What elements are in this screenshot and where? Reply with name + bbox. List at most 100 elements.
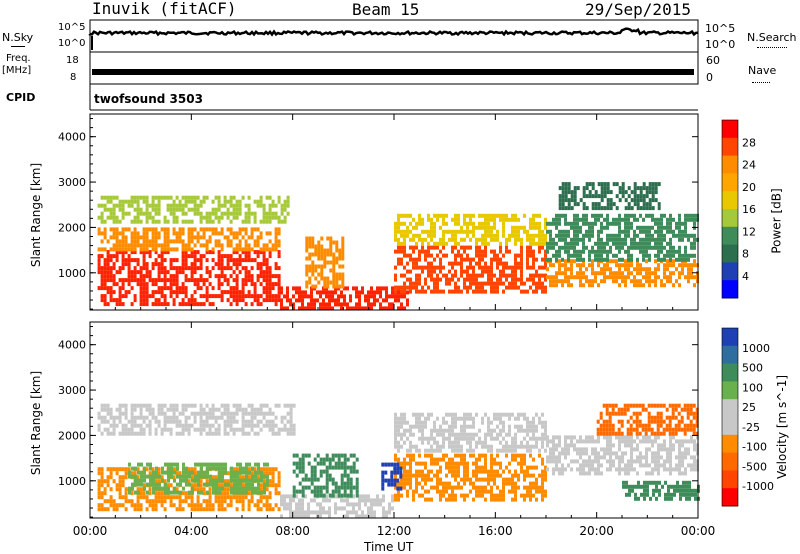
data-cell xyxy=(570,467,573,472)
data-cell xyxy=(103,419,107,424)
data-cell xyxy=(238,243,242,248)
data-cell xyxy=(232,415,236,420)
data-cell xyxy=(394,265,397,270)
data-cell xyxy=(394,497,397,502)
data-cell xyxy=(549,447,552,452)
data-cell xyxy=(247,467,251,472)
data-cell xyxy=(160,243,164,248)
data-cell xyxy=(187,247,191,252)
data-cell xyxy=(100,471,104,476)
data-cell xyxy=(190,411,194,416)
data-cell xyxy=(289,423,293,428)
data-cell xyxy=(154,250,158,255)
data-cell xyxy=(256,250,260,255)
data-cell xyxy=(124,199,128,204)
data-cell xyxy=(526,485,529,490)
data-cell xyxy=(151,219,155,224)
data-cell xyxy=(256,411,260,416)
data-cell xyxy=(433,233,436,238)
data-cell xyxy=(606,213,609,218)
data-cell xyxy=(277,195,281,200)
data-cell xyxy=(325,477,329,482)
data-cell xyxy=(148,211,152,216)
data-cell xyxy=(352,306,355,311)
data-cell xyxy=(564,221,567,226)
data-cell xyxy=(514,497,517,502)
data-cell xyxy=(508,481,511,486)
data-cell xyxy=(208,507,212,512)
data-cell xyxy=(514,269,517,274)
data-cell xyxy=(436,448,439,453)
data-cell xyxy=(232,419,236,424)
data-cell xyxy=(112,231,116,236)
data-cell xyxy=(484,412,487,417)
data-cell xyxy=(239,490,242,495)
data-cell xyxy=(454,281,457,286)
data-cell xyxy=(394,424,397,429)
data-cell xyxy=(654,279,657,284)
data-cell xyxy=(346,473,350,478)
data-cell xyxy=(118,419,122,424)
data-cell xyxy=(415,477,418,482)
data-cell xyxy=(436,473,439,478)
data-cell xyxy=(109,235,113,240)
data-cell xyxy=(145,286,149,291)
data-cell xyxy=(109,207,113,212)
data-cell xyxy=(573,213,576,218)
data-cell xyxy=(496,424,499,429)
data-cell xyxy=(232,250,236,255)
data-cell xyxy=(121,211,125,216)
data-cell xyxy=(657,233,660,238)
data-cell xyxy=(693,283,696,288)
data-cell xyxy=(190,499,194,504)
data-cell xyxy=(376,502,379,507)
data-cell xyxy=(193,254,197,259)
data-cell xyxy=(403,481,406,486)
data-cell xyxy=(505,273,508,278)
data-cell xyxy=(202,411,206,416)
data-cell xyxy=(196,499,200,504)
data-cell xyxy=(235,262,239,267)
data-cell xyxy=(307,485,311,490)
data-cell xyxy=(214,215,218,220)
data-cell xyxy=(484,241,487,246)
data-cell xyxy=(257,470,260,475)
data-cell xyxy=(277,475,281,480)
data-cell xyxy=(271,483,275,488)
data-cell xyxy=(567,233,570,238)
data-cell xyxy=(463,469,466,474)
data-cell xyxy=(445,412,448,417)
data-cell xyxy=(421,265,424,270)
data-cell xyxy=(277,243,281,248)
data-cell xyxy=(103,231,107,236)
data-cell xyxy=(232,211,236,216)
data-cell xyxy=(427,440,430,445)
data-cell xyxy=(229,495,233,500)
data-cell xyxy=(463,420,466,425)
colorbar-swatch xyxy=(722,209,738,228)
data-cell xyxy=(669,213,672,218)
data-cell xyxy=(549,241,552,246)
data-cell xyxy=(424,489,427,494)
data-cell xyxy=(247,247,251,252)
data-cell xyxy=(124,294,128,299)
data-cell xyxy=(127,270,131,275)
data-cell xyxy=(576,202,580,207)
data-cell xyxy=(134,474,137,479)
data-cell xyxy=(169,503,173,508)
data-cell xyxy=(136,262,140,267)
data-cell xyxy=(142,258,146,263)
data-cell xyxy=(526,448,529,453)
data-cell xyxy=(151,262,155,267)
data-cell xyxy=(142,243,146,248)
data-cell xyxy=(436,253,439,258)
data-cell xyxy=(247,203,251,208)
data-cell xyxy=(157,411,161,416)
data-cell xyxy=(463,428,466,433)
data-cell xyxy=(142,250,146,255)
data-cell xyxy=(594,221,597,226)
data-cell xyxy=(597,253,600,258)
data-cell xyxy=(388,294,391,299)
data-cell xyxy=(199,431,203,436)
